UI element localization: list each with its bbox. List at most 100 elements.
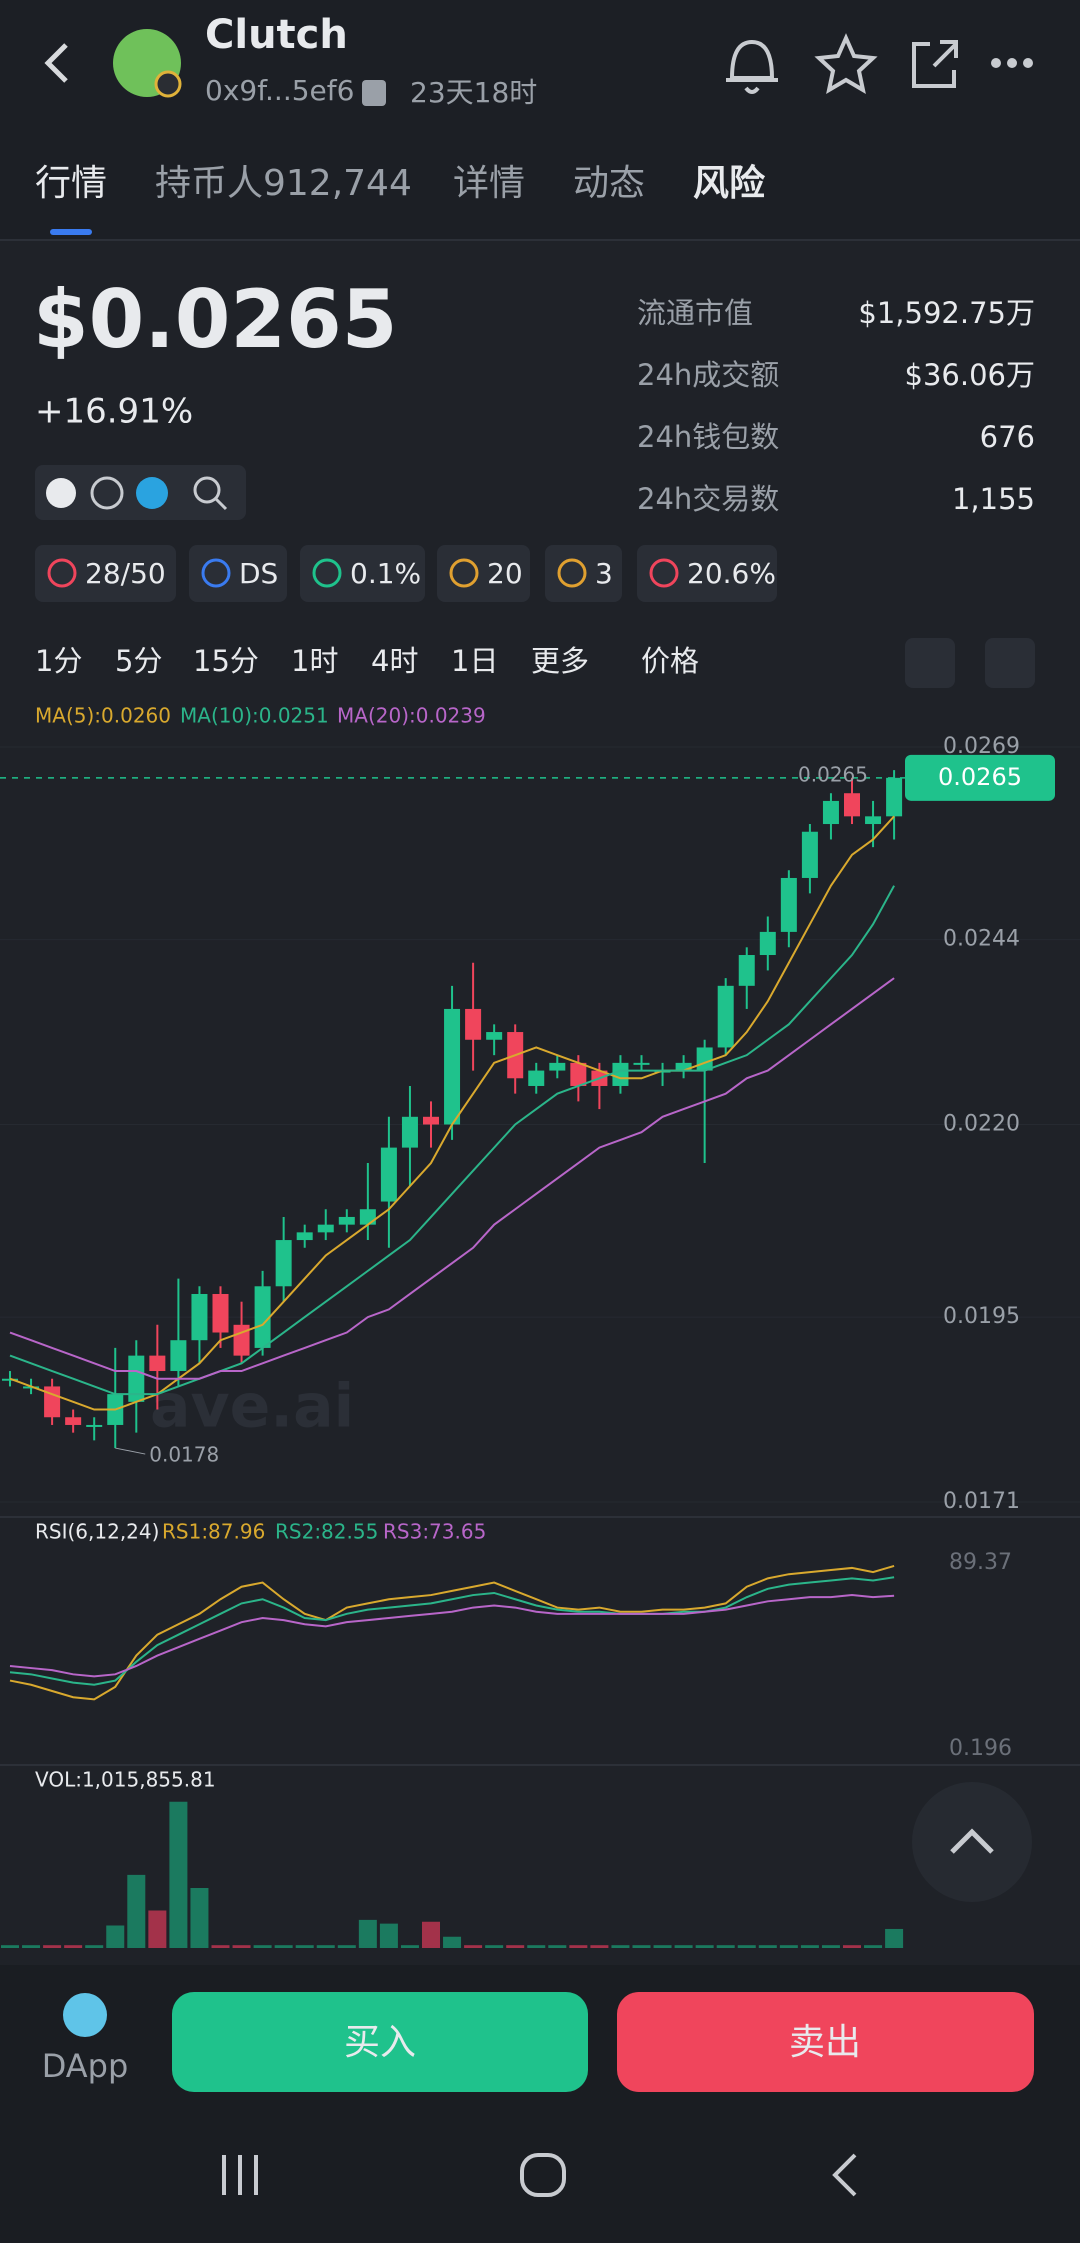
- token-name: Clutch: [205, 12, 348, 58]
- tab[interactable]: 风险: [693, 163, 766, 204]
- volume-bar: [716, 1945, 735, 1948]
- candle-body: [44, 1386, 61, 1418]
- candle-body: [128, 1355, 145, 1402]
- volume-bar: [190, 1888, 209, 1948]
- volume-bar: [211, 1945, 230, 1948]
- buy-label[interactable]: 买入: [344, 2022, 416, 2063]
- tab[interactable]: 持币人912,744: [155, 163, 412, 204]
- candle-body: [149, 1355, 166, 1372]
- timeframe[interactable]: 15分: [193, 644, 259, 678]
- volume-bar: [821, 1945, 840, 1948]
- volume-bar: [316, 1945, 335, 1948]
- candle-body: [338, 1216, 355, 1225]
- volume-bar: [337, 1945, 356, 1948]
- volume-bar: [674, 1945, 693, 1948]
- current-price-tag: 0.0265: [798, 762, 868, 786]
- volume-bar: [443, 1936, 462, 1948]
- search-icon[interactable]: [193, 476, 221, 504]
- candle-body: [865, 816, 882, 825]
- draw-tool[interactable]: [905, 638, 955, 688]
- volume-bar: [569, 1945, 588, 1948]
- stat-value: $36.06万: [905, 358, 1035, 392]
- legend-entry: RS3:73.65: [383, 1520, 486, 1544]
- current-price-label: 0.0265: [938, 763, 1022, 791]
- candle-body: [380, 1147, 397, 1202]
- candle-body: [528, 1070, 545, 1086]
- volume-bar: [590, 1945, 609, 1948]
- stat-label: 流通市值: [637, 296, 753, 330]
- timeframe[interactable]: 5分: [115, 644, 162, 678]
- candle-body: [444, 1008, 461, 1125]
- buy-button[interactable]: [172, 1992, 588, 2092]
- candle-body: [65, 1417, 82, 1425]
- share-icon[interactable]: [912, 40, 958, 88]
- badge-label: 28/50: [85, 557, 166, 590]
- legend-entry: RS1:87.96: [162, 1520, 265, 1544]
- timeframe[interactable]: 1时: [291, 644, 338, 678]
- scroll-top-icon: [950, 1828, 994, 1854]
- volume-bar: [274, 1945, 293, 1948]
- badge-label: 20: [487, 557, 523, 590]
- badge: [637, 545, 777, 602]
- nav-recent[interactable]: [222, 2155, 258, 2195]
- dapp-label[interactable]: DApp: [42, 2047, 129, 2085]
- candle-body: [886, 777, 903, 817]
- scroll-top-button[interactable]: [912, 1782, 1032, 1902]
- y-tick-label: 0.196: [949, 1736, 1012, 1761]
- badge-icon: [312, 558, 342, 588]
- more-icon[interactable]: [991, 58, 1033, 68]
- indicator-settings[interactable]: [985, 638, 1035, 688]
- token-age: 23天18时: [410, 76, 537, 109]
- timeframe[interactable]: 更多: [531, 644, 589, 678]
- price: $0.0265: [33, 273, 397, 366]
- candle-body: [759, 931, 776, 956]
- search-icon: [214, 497, 228, 511]
- telegram-icon[interactable]: [136, 477, 168, 509]
- volume-bar: [422, 1921, 440, 1948]
- tab[interactable]: 动态: [573, 163, 645, 204]
- tab[interactable]: 详情: [453, 163, 525, 204]
- volume-bar: [148, 1910, 167, 1948]
- stat-label: 24h交易数: [637, 482, 779, 516]
- stats: 流通市值 $1,592.75万 24h成交额 $36.06万 24h钱包数 676 24h交…: [637, 296, 1035, 516]
- volume-bar: [232, 1945, 251, 1948]
- nav-back[interactable]: [832, 2153, 857, 2197]
- badge-icon: [557, 558, 587, 588]
- y-tick-label: 0.0220: [943, 1112, 1020, 1137]
- candle-body: [86, 1424, 103, 1427]
- volume-bar: [169, 1801, 188, 1948]
- y-tick-label: 0.0244: [943, 927, 1020, 952]
- nav-home[interactable]: [520, 2153, 566, 2197]
- volume-bar: [611, 1945, 630, 1948]
- badges: 28/50 DS 0.1% 20 3 20.6%: [35, 545, 777, 602]
- badge-label: DS: [239, 557, 278, 590]
- candle-body: [633, 1062, 650, 1065]
- y-tick-label: 0.0195: [943, 1304, 1020, 1329]
- volume-bar: [253, 1945, 272, 1948]
- sell-button[interactable]: [617, 1992, 1034, 2092]
- legend-entry: MA(5):0.0260: [35, 704, 171, 728]
- min-marker: [115, 1447, 146, 1455]
- timeframe[interactable]: 1分: [35, 644, 82, 678]
- x-icon[interactable]: [46, 478, 76, 508]
- rsi-line: [9, 1576, 895, 1686]
- candle-body: [612, 1062, 629, 1086]
- stat-value: 676: [980, 420, 1035, 454]
- web-icon[interactable]: [90, 476, 124, 510]
- watermark: ave.ai: [150, 1372, 354, 1442]
- tab[interactable]: 行情: [35, 163, 107, 204]
- dapp-icon[interactable]: [63, 1993, 107, 2037]
- timeframe[interactable]: 价格: [641, 644, 699, 678]
- star-icon[interactable]: [814, 33, 878, 95]
- volume-bar: [358, 1919, 377, 1948]
- copy-icon[interactable]: [362, 80, 386, 106]
- candle-body: [696, 1047, 713, 1071]
- timeframe[interactable]: 1日: [451, 644, 498, 678]
- timeframe[interactable]: 4时: [371, 644, 418, 678]
- bell-icon[interactable]: [726, 39, 778, 94]
- nav-bar: [222, 2153, 857, 2197]
- sell-label[interactable]: 卖出: [789, 2022, 861, 2063]
- back-button[interactable]: [44, 43, 68, 83]
- candle-body: [212, 1293, 229, 1333]
- badge-icon: [47, 558, 77, 588]
